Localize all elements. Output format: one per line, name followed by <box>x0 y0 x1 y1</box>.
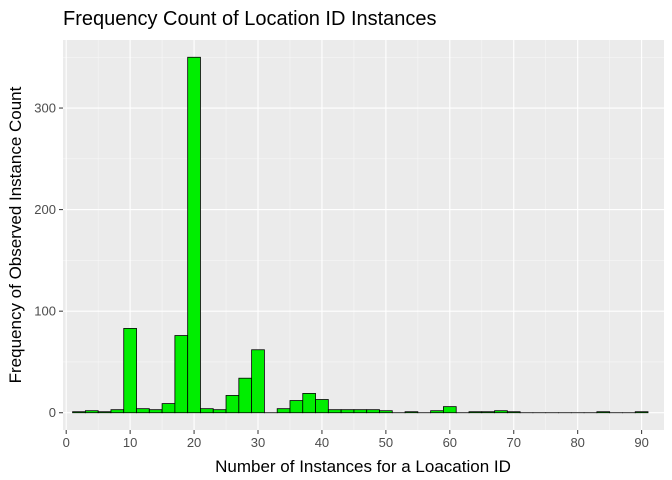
histogram-bar <box>430 410 444 414</box>
histogram-bar <box>634 411 649 414</box>
histogram-bar <box>340 409 355 414</box>
histogram-bar <box>123 328 137 414</box>
y-tick-label: 200 <box>34 202 56 217</box>
x-tick-label: 30 <box>251 435 265 450</box>
histogram-bar <box>443 406 457 414</box>
minor-gridlines <box>63 40 664 430</box>
y-axis-title: Frequency of Observed Instance Count <box>6 86 25 383</box>
histogram-bar <box>353 409 368 414</box>
histogram-bar <box>468 411 483 414</box>
histogram-bar <box>596 411 611 414</box>
histogram-bar <box>366 409 380 414</box>
x-tick-label: 10 <box>123 435 137 450</box>
histogram-bar <box>225 395 240 414</box>
histogram-bar <box>251 349 265 414</box>
histogram-bar <box>404 411 419 414</box>
x-tick-label: 80 <box>570 435 584 450</box>
x-tick-label: 20 <box>187 435 201 450</box>
x-axis-title: Number of Instances for a Loacation ID <box>215 457 511 476</box>
histogram-bar <box>174 335 189 414</box>
histogram-bar <box>506 411 521 414</box>
histogram-bar <box>379 410 393 414</box>
histogram-bar <box>161 403 176 414</box>
x-axis: 0 10 20 30 40 50 60 70 80 90 <box>63 430 649 450</box>
histogram-bars <box>72 56 649 414</box>
histogram-bar <box>200 408 214 414</box>
histogram-bar <box>315 399 329 414</box>
x-tick-label: 0 <box>63 435 70 450</box>
chart-title: Frequency Count of Location ID Instances <box>63 8 437 30</box>
histogram-bar <box>212 409 227 414</box>
x-tick-label: 70 <box>507 435 521 450</box>
x-tick-label: 50 <box>379 435 393 450</box>
histogram-bar <box>481 411 495 414</box>
y-tick-label: 300 <box>34 101 56 116</box>
histogram-bar <box>327 409 342 414</box>
x-tick-label: 60 <box>443 435 457 450</box>
histogram-bar <box>136 408 150 414</box>
x-tick-label: 90 <box>634 435 648 450</box>
y-tick-label: 0 <box>49 405 56 420</box>
histogram-bar <box>148 409 163 414</box>
histogram-bar <box>72 411 86 414</box>
y-axis: 0 100 200 300 <box>34 101 63 420</box>
histogram-bar <box>110 409 125 414</box>
histogram-bar <box>289 400 304 414</box>
x-tick-label: 40 <box>315 435 329 450</box>
y-tick-label: 100 <box>34 304 56 319</box>
histogram-bar <box>238 377 253 414</box>
histogram-bar <box>302 393 316 414</box>
histogram-bar <box>84 410 99 414</box>
histogram-bar <box>187 56 201 414</box>
histogram-bar <box>97 411 112 414</box>
histogram-bar <box>494 410 508 414</box>
histogram-bar <box>276 408 291 414</box>
plot-panel <box>63 40 664 430</box>
